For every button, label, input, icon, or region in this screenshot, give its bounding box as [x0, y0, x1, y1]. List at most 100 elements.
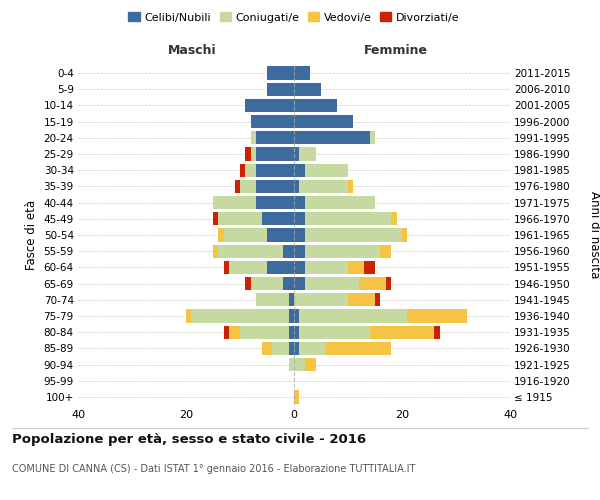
Bar [283, 277, 294, 290]
Bar [186, 310, 191, 322]
Bar [305, 260, 348, 274]
Bar [267, 82, 294, 96]
Bar [348, 260, 364, 274]
Bar [191, 310, 289, 322]
Bar [294, 212, 305, 226]
Bar [305, 164, 348, 177]
Bar [267, 228, 294, 241]
Bar [305, 212, 391, 226]
Bar [294, 277, 305, 290]
Bar [256, 148, 294, 160]
Bar [289, 326, 294, 339]
Bar [299, 310, 407, 322]
Bar [294, 82, 321, 96]
Bar [240, 180, 256, 193]
Bar [359, 277, 386, 290]
Bar [267, 260, 294, 274]
Bar [305, 244, 380, 258]
Bar [299, 180, 348, 193]
Bar [262, 212, 294, 226]
Bar [256, 131, 294, 144]
Bar [294, 293, 348, 306]
Legend: Celibi/Nubili, Coniugati/e, Vedovi/e, Divorziati/e: Celibi/Nubili, Coniugati/e, Vedovi/e, Di… [124, 8, 464, 27]
Bar [305, 358, 316, 371]
Bar [224, 326, 229, 339]
Bar [267, 66, 294, 80]
Bar [272, 342, 289, 355]
Bar [245, 277, 251, 290]
Bar [240, 164, 245, 177]
Bar [294, 390, 299, 404]
Bar [364, 260, 375, 274]
Bar [299, 342, 326, 355]
Bar [235, 180, 240, 193]
Bar [251, 131, 256, 144]
Bar [251, 277, 283, 290]
Bar [326, 342, 391, 355]
Bar [289, 358, 294, 371]
Bar [294, 196, 305, 209]
Bar [402, 228, 407, 241]
Bar [294, 115, 353, 128]
Bar [213, 244, 218, 258]
Bar [283, 244, 294, 258]
Bar [305, 228, 402, 241]
Bar [229, 260, 267, 274]
Bar [294, 131, 370, 144]
Bar [370, 326, 434, 339]
Bar [218, 228, 224, 241]
Bar [289, 293, 294, 306]
Bar [245, 148, 251, 160]
Text: Femmine: Femmine [364, 44, 428, 57]
Bar [262, 342, 272, 355]
Bar [256, 164, 294, 177]
Bar [380, 244, 391, 258]
Bar [294, 180, 299, 193]
Bar [213, 212, 218, 226]
Bar [348, 293, 375, 306]
Bar [434, 326, 440, 339]
Bar [256, 180, 294, 193]
Bar [294, 164, 305, 177]
Bar [305, 277, 359, 290]
Bar [391, 212, 397, 226]
Bar [294, 260, 305, 274]
Bar [294, 66, 310, 80]
Bar [245, 99, 294, 112]
Bar [294, 310, 299, 322]
Bar [289, 342, 294, 355]
Bar [218, 244, 283, 258]
Bar [294, 326, 299, 339]
Text: Maschi: Maschi [168, 44, 217, 57]
Bar [256, 293, 289, 306]
Bar [294, 342, 299, 355]
Bar [213, 196, 256, 209]
Bar [294, 148, 299, 160]
Y-axis label: Anni di nascita: Anni di nascita [587, 192, 600, 278]
Bar [218, 212, 262, 226]
Bar [256, 196, 294, 209]
Bar [245, 164, 256, 177]
Text: Popolazione per età, sesso e stato civile - 2016: Popolazione per età, sesso e stato civil… [12, 432, 366, 446]
Bar [289, 310, 294, 322]
Bar [240, 326, 289, 339]
Bar [294, 99, 337, 112]
Bar [348, 180, 353, 193]
Text: COMUNE DI CANNA (CS) - Dati ISTAT 1° gennaio 2016 - Elaborazione TUTTITALIA.IT: COMUNE DI CANNA (CS) - Dati ISTAT 1° gen… [12, 464, 415, 474]
Bar [294, 244, 305, 258]
Bar [251, 115, 294, 128]
Bar [299, 326, 370, 339]
Bar [294, 358, 305, 371]
Bar [370, 131, 375, 144]
Bar [407, 310, 467, 322]
Bar [299, 148, 316, 160]
Bar [224, 228, 267, 241]
Bar [229, 326, 240, 339]
Y-axis label: Fasce di età: Fasce di età [25, 200, 38, 270]
Bar [386, 277, 391, 290]
Bar [224, 260, 229, 274]
Bar [305, 196, 375, 209]
Bar [251, 148, 256, 160]
Bar [294, 228, 305, 241]
Bar [375, 293, 380, 306]
